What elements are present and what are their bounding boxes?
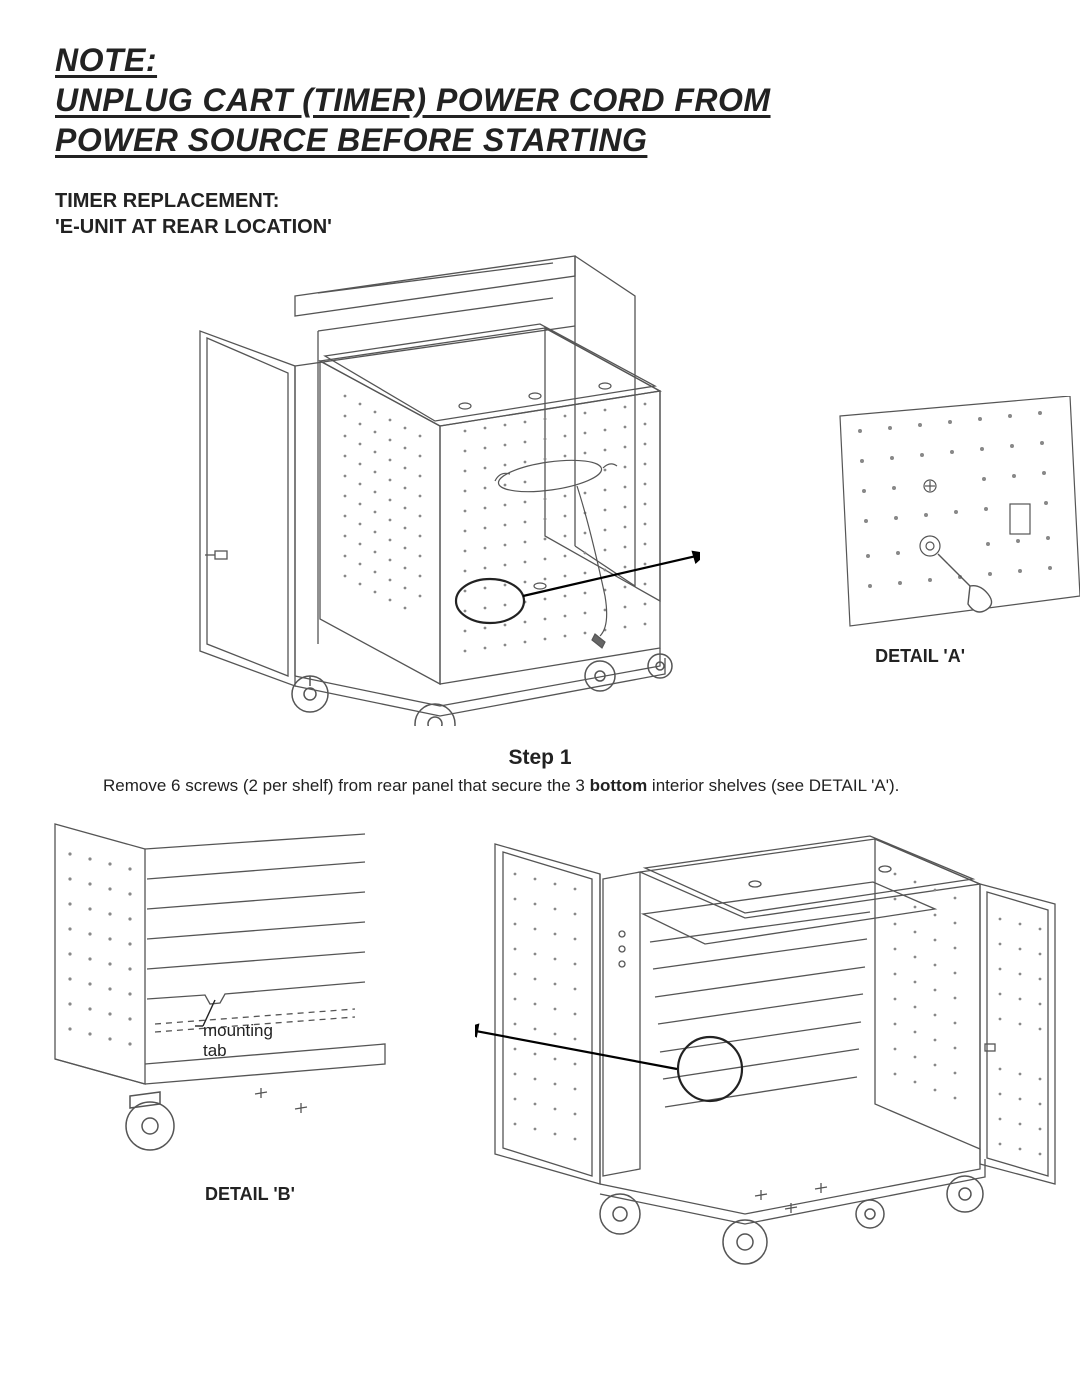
section-title: TIMER REPLACEMENT: 'E-UNIT AT REAR LOCAT…: [55, 188, 1025, 240]
detail-b-label: DETAIL 'B': [205, 1184, 295, 1205]
mounting-tab-l2: tab: [203, 1041, 227, 1060]
detail-b-drawing: [35, 814, 395, 1174]
mounting-tab-label: mounting tab: [203, 1021, 273, 1060]
section-title-l1: TIMER REPLACEMENT:: [55, 190, 279, 212]
note-line1: NOTE:: [55, 42, 157, 78]
note-line2: UNPLUG CART (TIMER) POWER CORD FROM: [55, 82, 771, 118]
step1-post: interior shelves (see DETAIL 'A').: [647, 776, 899, 795]
figure-row-2: mounting tab DETAIL 'B': [55, 814, 1025, 1284]
detail-a-drawing: [830, 396, 1080, 656]
cart-front-drawing: [475, 814, 1065, 1274]
figure-row-1: DETAIL 'A': [55, 246, 1025, 736]
note-line3: POWER SOURCE BEFORE STARTING: [55, 122, 647, 158]
cart-rear-drawing: [145, 246, 700, 726]
step1-bold: bottom: [590, 776, 648, 795]
section-title-l2: 'E-UNIT AT REAR LOCATION': [55, 216, 332, 238]
mounting-tab-l1: mounting: [203, 1021, 273, 1040]
step1-pre: Remove 6 screws (2 per shelf) from rear …: [103, 776, 590, 795]
step1-title: Step 1: [55, 746, 1025, 770]
detail-a-label: DETAIL 'A': [875, 646, 965, 667]
step1-text: Remove 6 screws (2 per shelf) from rear …: [103, 776, 1025, 796]
warning-note: NOTE: UNPLUG CART (TIMER) POWER CORD FRO…: [55, 40, 1025, 160]
